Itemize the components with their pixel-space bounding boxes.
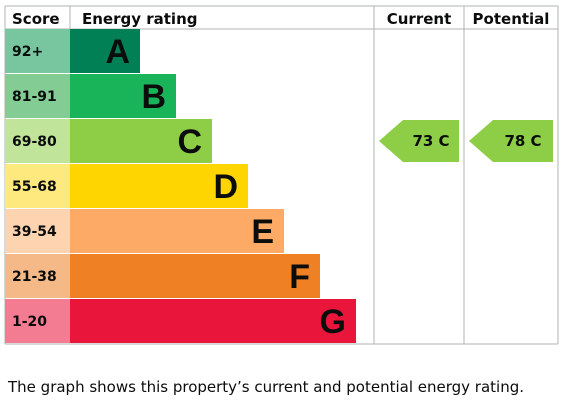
score-label-b: 81-91 — [12, 89, 57, 105]
score-label-c: 69-80 — [12, 134, 57, 150]
potential-rating-arrow-label: 78 C — [504, 132, 541, 150]
current-rating-arrow-label: 73 C — [412, 132, 449, 150]
rating-bands: 92+ A 81-91 B 69-80 C 55-68 D 39-54 E 21-38 F 1-20 G — [5, 29, 356, 343]
band-bar-g — [70, 299, 356, 343]
score-cell-c — [5, 119, 70, 163]
score-cell-d — [5, 164, 70, 208]
band-bar-c — [70, 119, 212, 163]
band-letter-c: C — [177, 123, 202, 161]
band-bar-f — [70, 254, 320, 298]
band-bar-e — [70, 209, 284, 253]
score-label-d: 55-68 — [12, 179, 57, 195]
score-label-f: 21-38 — [12, 269, 57, 285]
energy-rating-header: Energy rating — [82, 10, 197, 28]
score-label-g: 1-20 — [12, 314, 47, 330]
potential-header: Potential — [473, 10, 550, 28]
chart-caption: The graph shows this property’s current … — [8, 378, 524, 396]
band-letter-f: F — [289, 258, 310, 296]
band-letter-a: A — [105, 33, 130, 71]
score-header: Score — [12, 10, 60, 28]
band-letter-b: B — [141, 78, 166, 116]
score-cell-a — [5, 29, 70, 73]
band-bar-a — [70, 29, 140, 73]
score-label-e: 39-54 — [12, 224, 57, 240]
potential-rating-arrow — [469, 120, 553, 162]
chart-headers: Score Energy rating Current Potential — [12, 10, 549, 28]
score-label-a: 92+ — [12, 44, 43, 60]
score-cell-f — [5, 254, 70, 298]
band-letter-e: E — [251, 213, 274, 251]
epc-chart: 92+ A81-91 B69-80 C55-68 D39-54 E21-38 F1-20 G … — [4, 5, 559, 345]
band-bar-b — [70, 74, 176, 118]
rating-indicators: 73 C 78 C — [379, 120, 553, 162]
score-cell-b — [5, 74, 70, 118]
band-letter-g: G — [320, 303, 346, 341]
band-letter-d: D — [213, 168, 238, 206]
current-rating-arrow — [379, 120, 459, 162]
score-cell-e — [5, 209, 70, 253]
current-header: Current — [387, 10, 452, 28]
band-bar-d — [70, 164, 248, 208]
score-cell-g — [5, 299, 70, 343]
